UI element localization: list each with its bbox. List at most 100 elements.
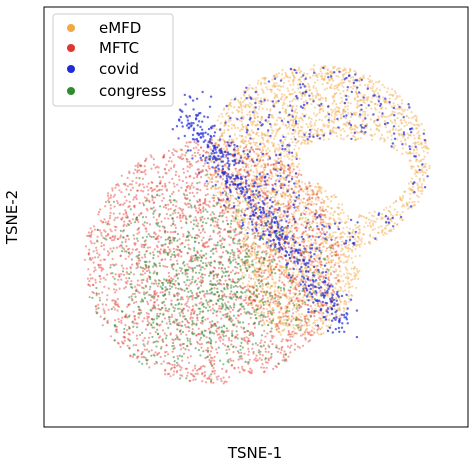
point-emfd [349,68,352,71]
point-mftc [203,375,206,378]
point-mftc [234,261,238,264]
point-emfd [316,302,319,306]
point-emfd [357,277,360,280]
point-emfd [304,303,307,306]
point-mftc [200,301,203,304]
point-mftc [289,171,292,174]
point-emfd [297,237,300,240]
point-emfd [335,84,338,87]
point-emfd [265,319,268,322]
point-emfd [227,120,230,123]
point-emfd [311,193,314,197]
point-emfd [261,288,264,291]
point-mftc [177,272,180,275]
point-mftc [117,318,120,321]
point-emfd [295,154,298,157]
point-emfd [322,245,326,248]
point-mftc [325,231,329,234]
point-emfd [345,261,348,264]
point-emfd [405,201,408,204]
point-emfd [266,312,270,315]
point-emfd [314,74,317,77]
point-emfd [421,189,424,192]
point-emfd [355,126,358,129]
point-emfd [363,93,366,97]
point-emfd [284,271,287,274]
point-mftc [180,226,183,229]
point-emfd [288,298,291,301]
point-mftc [306,318,309,321]
point-emfd [315,89,318,92]
point-mftc [297,285,300,288]
point-emfd [295,268,298,271]
point-emfd [395,213,398,216]
point-mftc [92,283,95,287]
point-emfd [319,185,322,188]
point-mftc [164,265,167,268]
point-mftc [179,368,182,372]
point-mftc [267,238,270,241]
point-emfd [297,87,300,90]
point-mftc [203,217,206,220]
point-mftc [206,303,209,306]
point-emfd [223,129,226,132]
point-emfd [319,107,322,110]
point-emfd [268,149,271,153]
point-emfd [283,275,286,278]
point-emfd [362,98,366,101]
point-emfd [326,259,329,262]
point-emfd [328,78,331,81]
point-emfd [240,97,243,100]
point-mftc [199,231,202,234]
point-emfd [273,97,276,100]
point-mftc [157,189,161,192]
point-emfd [401,152,404,155]
point-emfd [298,313,301,316]
point-emfd [415,115,418,118]
point-mftc [94,256,97,259]
point-mftc [203,231,206,234]
point-emfd [300,262,303,266]
point-emfd [348,254,351,257]
point-emfd [293,211,296,214]
point-emfd [285,145,288,148]
point-emfd [295,114,298,117]
point-emfd [337,109,340,112]
point-mftc [276,211,279,214]
point-mftc [119,236,122,239]
point-emfd [232,217,235,220]
point-emfd [301,93,304,97]
point-emfd [312,68,315,71]
point-emfd [237,193,240,196]
point-emfd [352,87,355,90]
point-emfd [354,113,357,116]
point-mftc [226,195,229,198]
point-emfd [378,124,381,127]
point-emfd [287,306,290,309]
point-mftc [251,232,254,236]
point-mftc [171,363,174,366]
point-emfd [325,82,329,85]
point-emfd [406,203,409,207]
point-mftc [296,275,299,278]
point-emfd [246,88,249,91]
point-emfd [332,214,335,217]
point-emfd [322,322,325,325]
point-mftc [172,153,175,157]
point-mftc [185,326,188,329]
point-emfd [332,211,336,214]
point-emfd [307,84,311,87]
point-emfd [338,297,341,300]
point-emfd [346,89,349,92]
point-emfd [347,112,350,115]
point-emfd [411,201,414,204]
point-emfd [251,243,254,246]
point-mftc [123,287,126,290]
point-emfd [266,121,269,124]
point-emfd [291,99,294,103]
point-emfd [241,200,244,203]
point-emfd [295,155,298,158]
point-emfd [353,98,357,101]
point-mftc [172,247,175,250]
point-mftc [298,289,301,293]
